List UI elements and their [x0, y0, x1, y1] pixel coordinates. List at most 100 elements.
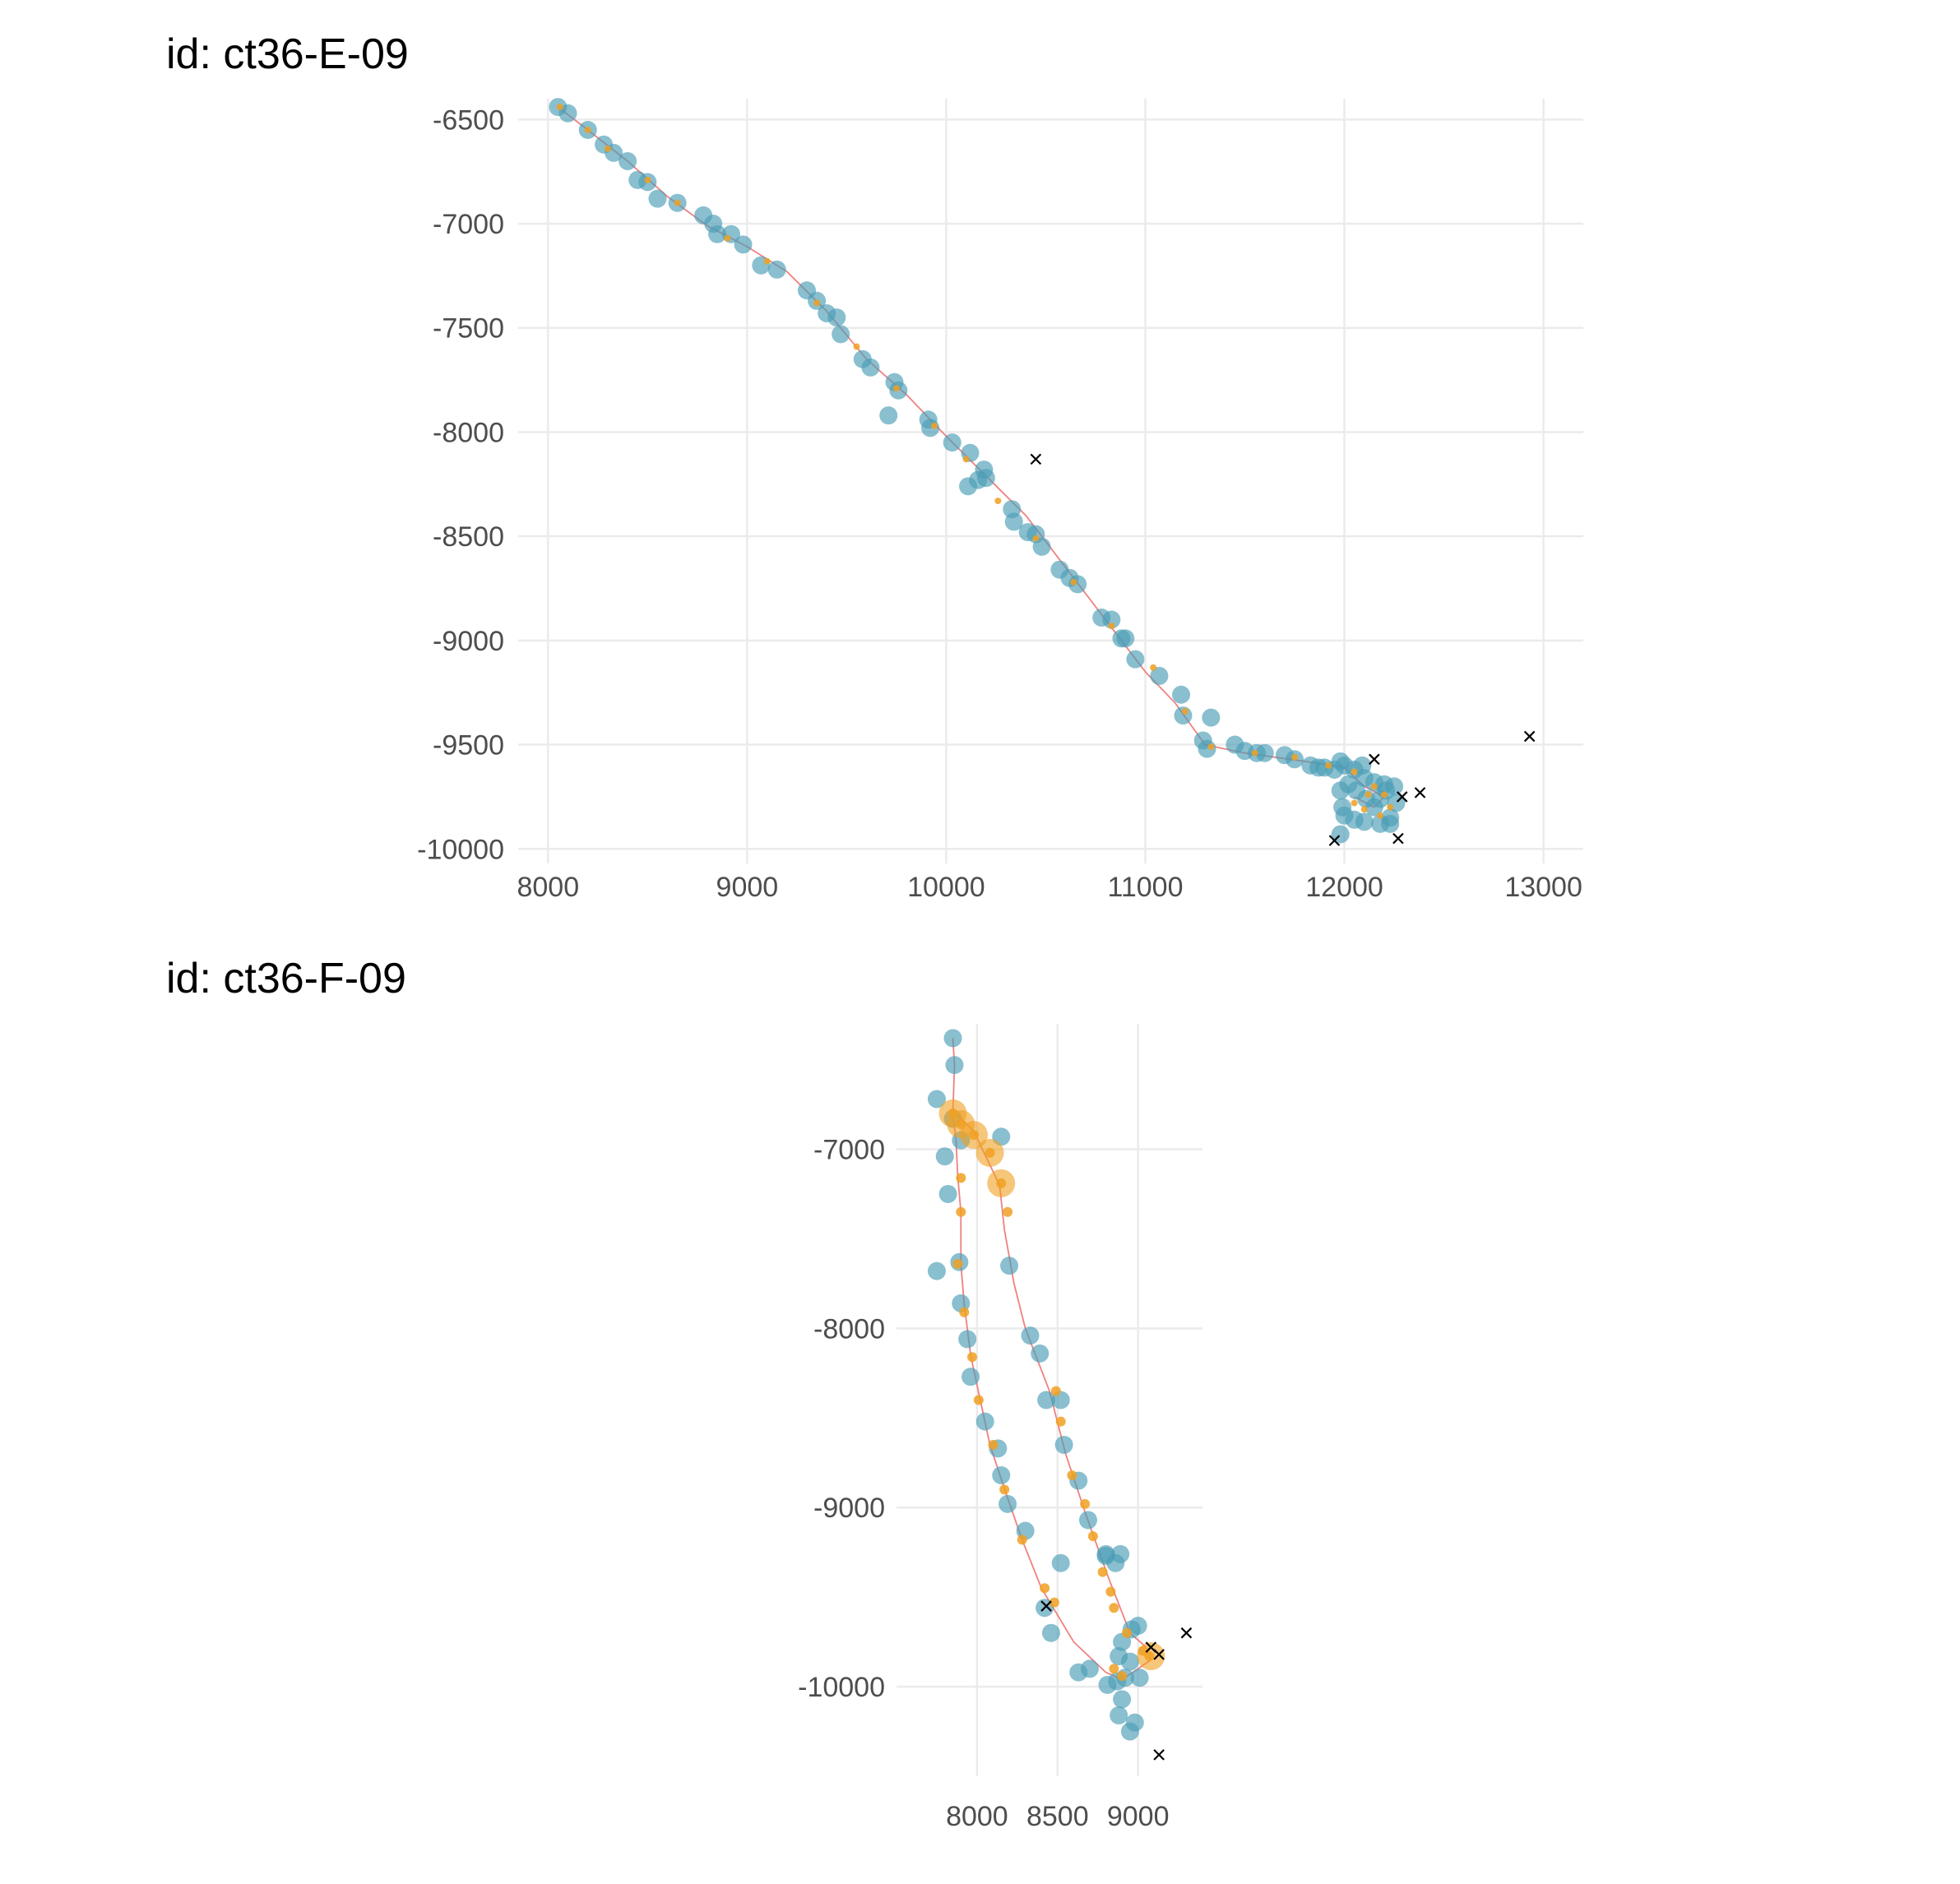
- estimated-point: [956, 1119, 966, 1129]
- estimated-point: [724, 234, 731, 242]
- observed-point: [961, 1368, 980, 1386]
- observed-point: [927, 1090, 946, 1109]
- outlier-stroke: [1153, 1649, 1165, 1660]
- estimated-point: [996, 1178, 1007, 1188]
- estimated-point: [1365, 791, 1372, 799]
- observed-point: [861, 358, 880, 377]
- estimated-point: [988, 1439, 999, 1450]
- y-tick-label: -9000: [813, 1493, 885, 1524]
- observed-point: [1054, 1435, 1073, 1454]
- panel-title-ct36-e-09: id: ct36-E-09: [166, 30, 409, 78]
- observed-point: [827, 308, 846, 327]
- estimated-point: [1387, 803, 1394, 811]
- observed-point: [945, 1056, 964, 1075]
- outlier-stroke: [1040, 1600, 1052, 1612]
- panel-1: 8000 9000 10000 11000 12000 13000 -6500 -7000 -7…: [417, 98, 1583, 903]
- observed-point: [1172, 685, 1191, 704]
- observed-point: [1021, 1326, 1040, 1345]
- observed-point: [708, 225, 727, 243]
- observed-point: [943, 433, 961, 452]
- estimated-point: [985, 1147, 995, 1158]
- estimated-point: [1370, 783, 1378, 790]
- estimated-point: [1291, 753, 1299, 761]
- observed-point: [1031, 1344, 1050, 1363]
- estimated-point: [1050, 1386, 1061, 1396]
- outlier-stroke: [1396, 791, 1408, 803]
- observed-point: [1125, 1713, 1144, 1732]
- observed-point: [832, 325, 850, 344]
- outlier-stroke: [1523, 730, 1536, 743]
- estimated-point: [968, 1130, 979, 1141]
- estimated-point: [1109, 1664, 1119, 1674]
- observed-point: [767, 260, 786, 279]
- panel-2: 8000 8500 9000 -7000 -8000 -9000 -10000: [798, 1024, 1202, 1832]
- estimated-point: [1097, 1567, 1108, 1577]
- x-tick-label: 11000: [1107, 872, 1183, 903]
- y-tick-label: -10000: [798, 1672, 885, 1703]
- outlier-stroke: [1414, 787, 1426, 799]
- y-tick-label: -9000: [433, 626, 504, 657]
- observed-point: [1130, 1669, 1149, 1687]
- observed-point: [1102, 610, 1121, 629]
- outlier-stroke: [1180, 1627, 1193, 1639]
- outlier-stroke: [1392, 832, 1404, 845]
- estimated-point: [1032, 535, 1040, 542]
- outlier-mark: [1145, 1641, 1157, 1653]
- observed-point: [1004, 512, 1023, 531]
- observed-point: [619, 152, 637, 171]
- observed-point: [999, 1494, 1017, 1513]
- observed-point: [975, 1412, 994, 1431]
- observed-point: [1113, 1690, 1132, 1709]
- estimated-point: [1070, 578, 1077, 586]
- observed-point: [1096, 1547, 1115, 1566]
- x-tick-label: 8000: [517, 872, 579, 903]
- estimated-point: [1105, 1586, 1116, 1597]
- estimated-point: [1325, 761, 1332, 769]
- outlier-mark: [1030, 453, 1042, 465]
- observed-point: [943, 1029, 962, 1048]
- estimated-point: [973, 1395, 984, 1405]
- outlier-stroke: [1030, 453, 1042, 465]
- estimated-point: [1003, 1206, 1013, 1217]
- y-tick-label: -8000: [433, 417, 504, 448]
- observed-point: [1032, 537, 1051, 556]
- estimated-point: [556, 104, 563, 111]
- estimated-point: [956, 1173, 966, 1183]
- y-tick-label: -10000: [417, 834, 504, 865]
- observed-point: [1333, 798, 1352, 817]
- estimated-point: [674, 199, 681, 206]
- outlier-mark: [1396, 791, 1408, 803]
- y-tick-label: -7000: [433, 209, 504, 240]
- x-tick-label: 8000: [946, 1801, 1008, 1832]
- outlier-stroke: [1145, 1641, 1157, 1653]
- estimated-point: [1121, 1627, 1132, 1638]
- outlier-mark: [1153, 1749, 1165, 1761]
- estimated-point: [962, 456, 970, 463]
- observed-point: [1037, 1391, 1056, 1410]
- observed-point: [1110, 1706, 1128, 1724]
- estimated-point: [1251, 749, 1258, 757]
- estimated-point: [1380, 791, 1388, 799]
- outlier-stroke: [1328, 835, 1341, 846]
- observed-point: [1150, 666, 1169, 685]
- estimated-point: [604, 145, 611, 152]
- estimated-point: [1067, 1470, 1077, 1480]
- estimated-point: [853, 343, 860, 350]
- observed-point: [938, 1184, 957, 1203]
- observed-point: [935, 1147, 954, 1166]
- observed-point: [1051, 1553, 1070, 1572]
- y-tick-label: -8500: [433, 521, 504, 553]
- observed-point: [1202, 708, 1221, 727]
- outlier-mark: [1180, 1627, 1193, 1639]
- observed-point: [648, 189, 667, 208]
- observed-point: [976, 469, 995, 488]
- observed-point: [958, 1330, 977, 1349]
- estimated-point: [999, 1484, 1010, 1495]
- x-tick-label: 12000: [1305, 872, 1383, 903]
- estimated-point: [1049, 1597, 1059, 1608]
- estimated-point: [994, 498, 1002, 505]
- estimated-point: [1150, 664, 1157, 671]
- outlier-mark: [1040, 1600, 1052, 1612]
- observed-point: [1000, 1257, 1019, 1275]
- estimated-point: [1351, 799, 1358, 807]
